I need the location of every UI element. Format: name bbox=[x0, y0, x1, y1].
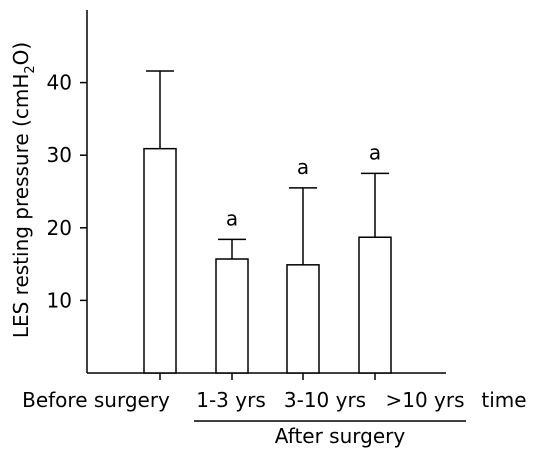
x-axis-label: time bbox=[481, 388, 526, 412]
y-tick-label: 40 bbox=[47, 71, 72, 95]
y-tick-label: 20 bbox=[47, 216, 72, 240]
y-tick-label: 30 bbox=[47, 143, 72, 167]
x-tick-label: 1-3 yrs bbox=[196, 388, 266, 412]
significance-label: a bbox=[369, 140, 381, 164]
significance-label: a bbox=[297, 155, 309, 179]
y-ticks: 10 20 30 40 bbox=[47, 71, 87, 312]
x-labels: Before surgery 1-3 yrs 3-10 yrs >10 yrs bbox=[22, 373, 465, 412]
x-tick-label: Before surgery bbox=[22, 388, 170, 412]
x-tick-label: >10 yrs bbox=[385, 388, 464, 412]
bar bbox=[143, 147, 177, 374]
significance-label: a bbox=[226, 206, 238, 230]
y-tick-label: 10 bbox=[47, 288, 72, 312]
bars: a a a bbox=[143, 70, 392, 374]
bar bbox=[358, 236, 392, 374]
bar bbox=[215, 258, 249, 374]
group-label: After surgery bbox=[275, 424, 406, 448]
x-tick-label: 3-10 yrs bbox=[284, 388, 366, 412]
bar bbox=[286, 264, 320, 374]
y-axis-label: LES resting pressure (cmH2O) bbox=[9, 42, 38, 338]
